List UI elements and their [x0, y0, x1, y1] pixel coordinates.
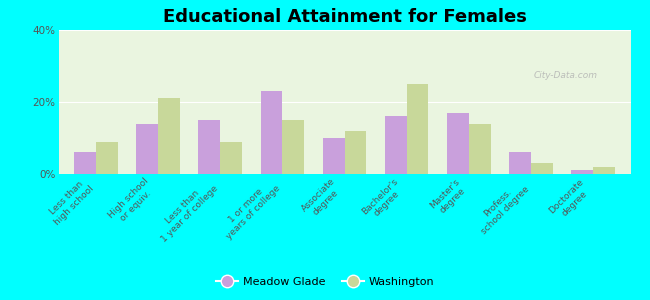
Bar [136, 124, 158, 174]
Bar [323, 138, 345, 174]
Title: Educational Attainment for Females: Educational Attainment for Females [162, 8, 526, 26]
Bar [220, 142, 242, 174]
Text: City-Data.com: City-Data.com [534, 70, 597, 80]
Bar [571, 170, 593, 174]
Bar [593, 167, 615, 174]
Bar [282, 120, 304, 174]
Bar [344, 131, 366, 174]
Bar [531, 163, 552, 174]
Bar [74, 152, 96, 174]
Bar [447, 113, 469, 174]
Bar [198, 120, 220, 174]
Bar [469, 124, 491, 174]
Bar [509, 152, 531, 174]
Bar [96, 142, 118, 174]
Bar [261, 91, 282, 174]
Bar [158, 98, 180, 174]
Bar [385, 116, 407, 174]
Legend: Meadow Glade, Washington: Meadow Glade, Washington [211, 273, 439, 291]
Bar [407, 84, 428, 174]
